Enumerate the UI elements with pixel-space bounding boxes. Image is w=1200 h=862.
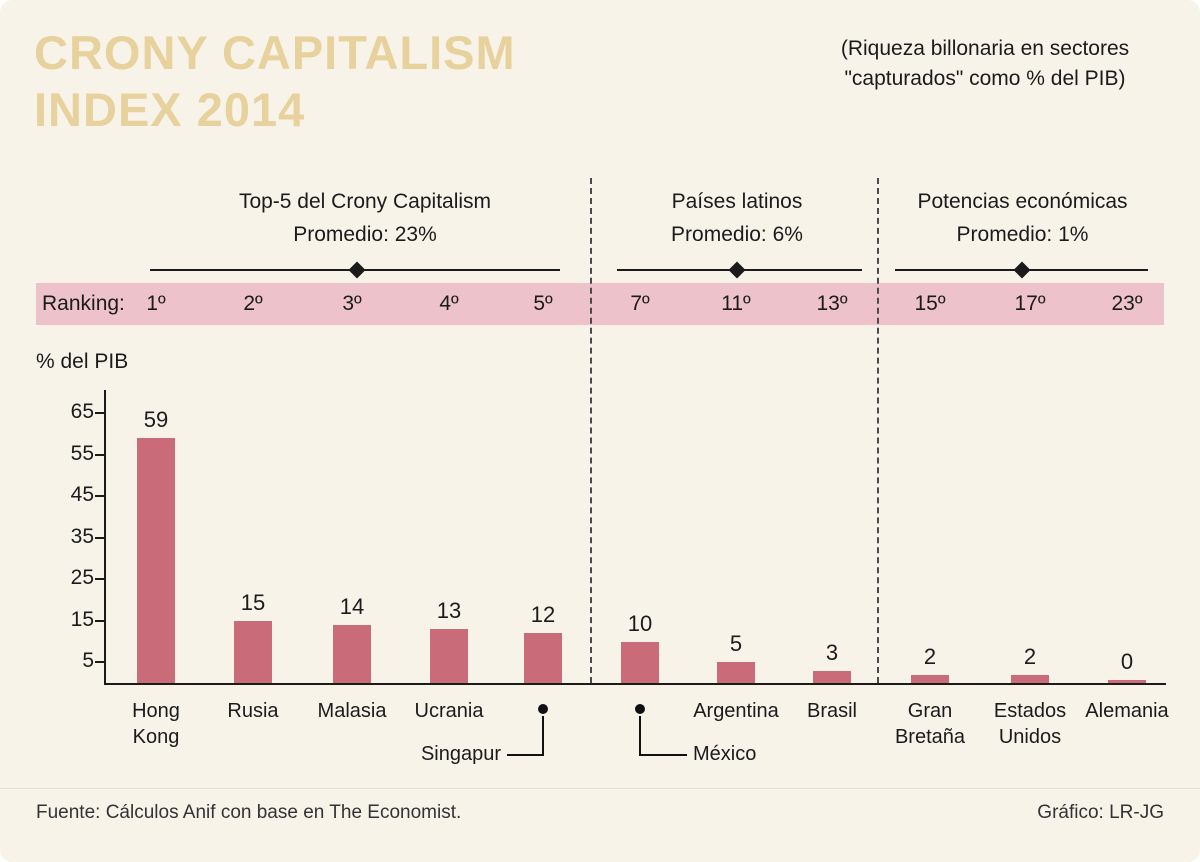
footer-source: Fuente: Cálculos Anif con base en The Ec… (36, 802, 462, 823)
callout-line-vertical (542, 716, 544, 756)
group-header-latinos: Países latinos Promedio: 6% (612, 185, 862, 251)
bar (813, 670, 851, 683)
y-axis-title: % del PIB (36, 350, 129, 373)
bracket-diamond (348, 261, 366, 279)
bar (333, 624, 371, 683)
y-tick-mark (95, 619, 105, 622)
ranking-value: 23º (1111, 292, 1143, 315)
group-average: Promedio: 6% (671, 223, 803, 246)
callout-line-horizontal (641, 754, 687, 756)
bracket-diamond (728, 261, 746, 279)
group-header-potencias: Potencias económicas Promedio: 1% (880, 185, 1165, 251)
callout-line-vertical (639, 716, 641, 756)
group-divider-1 (590, 178, 592, 683)
subtitle-line1: (Riqueza billonaria en sectores (840, 37, 1130, 60)
group-average: Promedio: 1% (956, 223, 1089, 246)
title-line1: CRONY CAPITALISM (34, 26, 516, 79)
ranking-value: 15º (914, 292, 946, 315)
y-tick-label: 25 (70, 566, 94, 590)
bar (524, 633, 562, 683)
ranking-value: 13º (816, 292, 848, 315)
footer-divider (0, 788, 1200, 789)
callout-line-horizontal (507, 754, 543, 756)
bar (430, 629, 468, 683)
category-label: Gran Bretaña (894, 700, 966, 748)
bracket-diamond (1013, 261, 1031, 279)
bar (1108, 680, 1146, 683)
category-label: Argentina (693, 700, 779, 722)
group-header-top5: Top-5 del Crony Capitalism Promedio: 23% (190, 185, 540, 251)
y-tick-label: 35 (70, 524, 94, 548)
category-label: Malasia (317, 700, 387, 722)
y-axis-line (104, 390, 106, 685)
y-tick-mark (95, 578, 105, 581)
bar (621, 641, 659, 683)
y-tick-mark (95, 453, 105, 456)
category-label: Brasil (806, 700, 857, 722)
y-tick-mark (95, 661, 105, 664)
group-label: Top-5 del Crony Capitalism (238, 190, 492, 213)
category-label: México (693, 743, 757, 765)
y-tick-mark (95, 495, 105, 498)
subtitle-line2: "capturados" como % del PIB) (844, 67, 1126, 90)
group-label: Países latinos (671, 190, 803, 213)
bar-value-label: 3 (825, 639, 839, 665)
group-average: Promedio: 23% (293, 223, 437, 246)
y-tick-label: 65 (70, 400, 94, 424)
group-label: Potencias económicas (917, 190, 1128, 213)
bar (1011, 674, 1049, 683)
ranking-value: 5º (533, 292, 553, 315)
group-divider-2 (877, 178, 879, 683)
category-label: Estados Unidos (993, 700, 1067, 748)
category-label: Hong Kong (132, 700, 180, 748)
bar (911, 674, 949, 683)
y-tick-label: 55 (70, 441, 94, 465)
footer-credit: Gráfico: LR-JG (1037, 802, 1164, 823)
ranking-value: 3º (342, 292, 362, 315)
bar-value-label: 12 (530, 602, 556, 628)
ranking-value: 1º (146, 292, 166, 315)
y-tick-mark (95, 536, 105, 539)
callout-dot (635, 704, 645, 714)
ranking-label: Ranking: (42, 292, 125, 315)
y-tick-label: 45 (70, 483, 94, 507)
bar (137, 438, 175, 683)
page-title: CRONY CAPITALISM INDEX 2014 (34, 24, 516, 138)
bar-value-label: 0 (1120, 649, 1134, 674)
chart-subtitle: (Riqueza billonaria en sectores "captura… (810, 34, 1160, 94)
ranking-value: 2º (243, 292, 263, 315)
y-tick-mark (95, 412, 105, 415)
callout-dot (538, 704, 548, 714)
bar-value-label: 13 (436, 598, 462, 624)
category-label: Alemania (1085, 700, 1169, 722)
bar-value-label: 14 (339, 593, 365, 619)
ranking-band (36, 283, 1164, 325)
bar-value-label: 59 (143, 407, 169, 433)
bar-value-label: 2 (1023, 643, 1037, 669)
bar-value-label: 15 (240, 589, 266, 615)
ranking-value: 7º (630, 292, 650, 315)
y-tick-label: 5 (82, 649, 94, 673)
title-line2: INDEX 2014 (34, 83, 306, 136)
ranking-value: 11º (721, 292, 751, 315)
bar-value-label: 10 (627, 610, 653, 636)
category-label: Ucrania (414, 700, 484, 722)
ranking-value: 4º (439, 292, 459, 315)
bar (234, 620, 272, 683)
bar-value-label: 2 (923, 643, 937, 669)
bar (717, 662, 755, 683)
x-axis-line (104, 683, 1166, 685)
bar-value-label: 5 (729, 631, 743, 657)
category-label: Rusia (227, 700, 279, 722)
y-tick-label: 15 (70, 607, 94, 631)
category-label: Singapur (420, 743, 501, 765)
ranking-value: 17º (1014, 292, 1046, 315)
